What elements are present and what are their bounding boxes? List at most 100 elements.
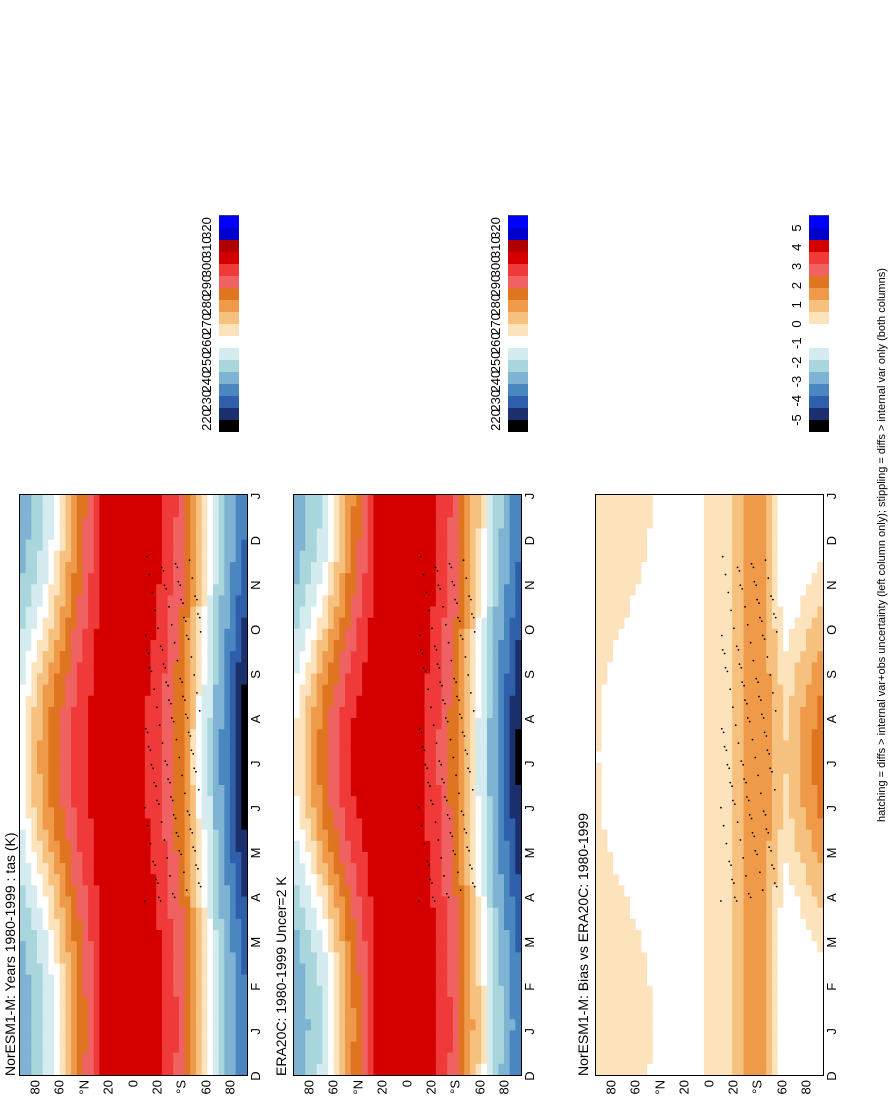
heatmap-cell (37, 1041, 43, 1053)
heatmap-cell (447, 796, 453, 808)
heatmap-cell (111, 840, 117, 852)
heatmap-cell (82, 885, 88, 897)
heatmap-cell (425, 628, 431, 640)
heatmap-cell (322, 1041, 328, 1053)
heatmap-cell (65, 617, 71, 629)
heatmap-cell (219, 1063, 225, 1075)
heatmap-cell (425, 495, 431, 506)
heatmap-cell (453, 851, 459, 863)
heatmap-cell (636, 929, 642, 941)
heatmap-cell (636, 1007, 642, 1019)
heatmap-cell (65, 963, 71, 975)
heatmap-cell (65, 784, 71, 796)
heatmap-cell (43, 606, 49, 618)
heatmap-cell (173, 807, 179, 819)
heatmap-cell (493, 517, 499, 529)
heatmap-cell (37, 706, 43, 718)
heatmap-cell (351, 729, 357, 741)
heatmap-cell (122, 762, 128, 774)
heatmap-cell (311, 784, 317, 796)
heatmap-cell (596, 985, 602, 997)
heatmap-cell (515, 584, 521, 596)
heatmap-cell (185, 929, 191, 941)
heatmap-cell (48, 1052, 54, 1064)
heatmap-cell (236, 539, 242, 551)
heatmap-cell (190, 572, 196, 584)
heatmap-cell (334, 639, 340, 651)
heatmap-cell (43, 840, 49, 852)
heatmap-cell (162, 1041, 168, 1053)
colorbar-swatch (508, 251, 528, 264)
heatmap-cell (430, 751, 436, 763)
heatmap-cell (339, 595, 345, 607)
heatmap-cell (151, 639, 157, 651)
heatmap-cell (487, 561, 493, 573)
heatmap-cell (207, 996, 213, 1008)
heatmap-cell (317, 874, 323, 886)
heatmap-cell (396, 1030, 402, 1042)
heatmap-cell (413, 784, 419, 796)
heatmap-cell (300, 1030, 306, 1042)
heatmap-cell (82, 595, 88, 607)
heatmap-cell (241, 784, 247, 796)
heatmap-cell (498, 1019, 504, 1031)
heatmap-cell (37, 673, 43, 685)
heatmap-cell (379, 706, 385, 718)
heatmap-cell (641, 952, 647, 964)
heatmap-cell (94, 773, 100, 785)
stipple-dot (461, 810, 463, 812)
heatmap-cell (419, 673, 425, 685)
heatmap-cell (721, 952, 727, 964)
heatmap-cell (311, 874, 317, 886)
heatmap-cell (447, 651, 453, 663)
heatmap-cell (351, 840, 357, 852)
heatmap-cell (82, 773, 88, 785)
heatmap-cell (379, 929, 385, 941)
heatmap-cell (761, 952, 767, 964)
heatmap-cell (236, 651, 242, 663)
heatmap-cell (806, 1007, 812, 1019)
heatmap-cell (345, 695, 351, 707)
heatmap-cell (385, 851, 391, 863)
heatmap-cell (82, 1052, 88, 1064)
heatmap-cell (48, 985, 54, 997)
heatmap-cell (196, 1063, 202, 1075)
heatmap-cell (168, 974, 174, 986)
heatmap-cell (345, 885, 351, 897)
heatmap-cell (65, 1019, 71, 1031)
heatmap-cell (311, 528, 317, 540)
heatmap-cell (196, 929, 202, 941)
heatmap-cell (515, 918, 521, 930)
heatmap-cell (145, 651, 151, 663)
colorbar-label: 280 (199, 294, 214, 316)
heatmap-cell (379, 1030, 385, 1042)
heatmap-cell (65, 595, 71, 607)
stipple-dot (173, 721, 175, 723)
heatmap-cell (105, 829, 111, 841)
colorbar-label: 230 (199, 390, 214, 412)
heatmap-cell (168, 495, 174, 506)
heatmap-cell (196, 717, 202, 729)
heatmap-cell (128, 974, 134, 986)
heatmap-cell (111, 717, 117, 729)
heatmap-cell (510, 539, 516, 551)
heatmap-cell (504, 996, 510, 1008)
heatmap-cell (162, 1052, 168, 1064)
heatmap-cell (31, 729, 37, 741)
heatmap-cell (139, 1030, 145, 1042)
heatmap-cell (43, 996, 49, 1008)
heatmap-cell (139, 840, 145, 852)
heatmap-cell (43, 561, 49, 573)
heatmap-cell (31, 584, 37, 596)
heatmap-cell (88, 584, 94, 596)
heatmap-cell (65, 874, 71, 886)
heatmap-cell (99, 985, 105, 997)
heatmap-cell (139, 941, 145, 953)
heatmap-cell (459, 528, 465, 540)
heatmap-cell (681, 1019, 687, 1031)
heatmap-cell (430, 651, 436, 663)
heatmap-cell (481, 584, 487, 596)
heatmap-cell (31, 796, 37, 808)
heatmap-cell (122, 985, 128, 997)
heatmap-cell (224, 550, 230, 562)
